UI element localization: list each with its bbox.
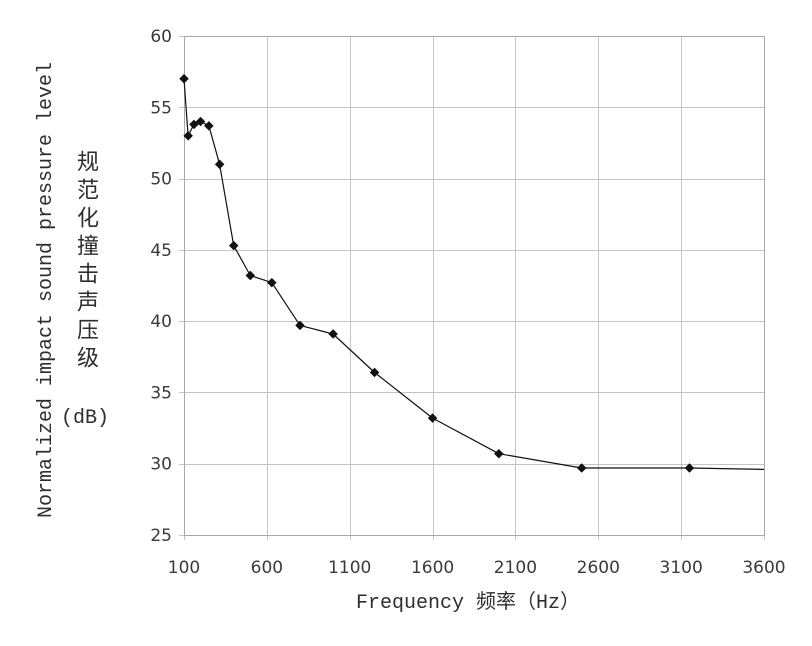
x-tick-label: 3100 [660, 558, 703, 578]
y-tick-label: 45 [150, 241, 172, 261]
data-point-marker [228, 240, 239, 251]
y-tick-label: 25 [150, 526, 172, 546]
data-point-marker [328, 329, 338, 339]
y-tick-label: 40 [150, 312, 172, 332]
x-tick-label: 600 [251, 558, 283, 578]
y-axis-label: Normalized impact sound pressure level [35, 61, 58, 519]
y-tick-label: 35 [150, 383, 172, 403]
x-tick-label: 2100 [494, 558, 537, 578]
data-point-marker [214, 159, 225, 170]
y-axis-label-chinese: 规范化撞击声压级 [73, 150, 98, 374]
y-tick-label: 55 [150, 98, 172, 118]
y-tick-label: 60 [150, 27, 172, 47]
plot-frame [184, 36, 765, 536]
data-point-marker [183, 130, 193, 141]
x-tick-label: 1100 [328, 558, 371, 578]
data-point-marker [295, 320, 305, 331]
grid [179, 36, 765, 540]
data-point-marker [189, 119, 199, 130]
x-tick-label: 100 [168, 558, 200, 578]
series-line [183, 78, 765, 470]
x-tick-label: 1600 [411, 558, 454, 578]
data-point-marker [179, 73, 189, 84]
tick-labels: 100 600 1100 1600 2100 2600 3100 3600 25 30 35 40 45… [150, 27, 785, 578]
data-point-marker [204, 120, 214, 131]
data-point-marker [266, 277, 277, 288]
x-tick-label: 3600 [742, 558, 785, 578]
data-point-marker [195, 116, 206, 127]
y-tick-label: 50 [150, 170, 172, 190]
data-point-marker [494, 448, 504, 459]
data-point-marker [576, 463, 587, 473]
plot-border [184, 36, 765, 536]
data-point-marker [427, 413, 438, 423]
data-point-marker [369, 367, 380, 378]
y-axis-unit: (dB) [60, 407, 110, 430]
data-point-marker [684, 463, 695, 473]
x-tick-label: 2600 [577, 558, 620, 578]
data-series [179, 73, 765, 473]
data-point-marker [245, 270, 256, 281]
x-axis-label: Frequency 频率（Hz） [355, 592, 581, 615]
y-tick-label: 30 [150, 455, 172, 475]
